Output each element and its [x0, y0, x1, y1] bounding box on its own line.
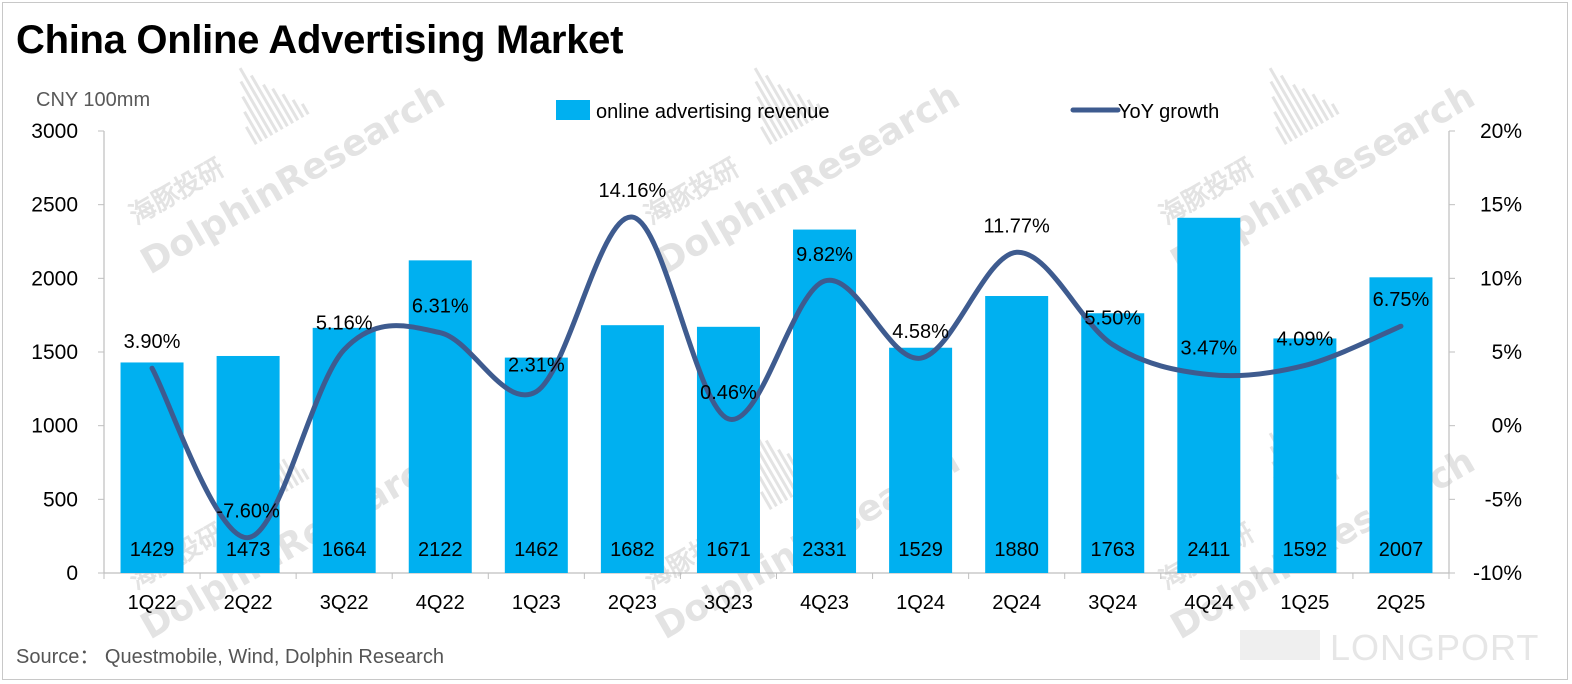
- bar-1Q22: [120, 362, 184, 573]
- category-label: 1Q25: [1280, 592, 1329, 614]
- yoy-value-label: 5.50%: [1084, 308, 1141, 330]
- category-label: 2Q22: [224, 592, 273, 614]
- legend-bar-label: online advertising revenue: [596, 101, 830, 123]
- left-tick-label: 1000: [31, 415, 78, 438]
- bar-3Q24: [1081, 313, 1145, 573]
- yoy-value-label: 4.58%: [892, 321, 949, 343]
- legend-line-label: YoY growth: [1118, 101, 1219, 123]
- category-label: 2Q24: [992, 592, 1041, 614]
- source-note: Source： Questmobile, Wind, Dolphin Resea…: [16, 646, 444, 668]
- left-tick-label: 2000: [31, 267, 78, 290]
- bar-value-label: 1529: [898, 539, 943, 561]
- bar-value-label: 1682: [610, 539, 655, 561]
- yoy-value-label: -7.60%: [216, 501, 280, 523]
- right-tick-label: 0%: [1492, 415, 1522, 438]
- watermark-stripes-0: [238, 67, 310, 145]
- category-label: 1Q24: [896, 592, 945, 614]
- left-tick-label: 0: [66, 562, 78, 585]
- yoy-value-label: 5.16%: [316, 313, 373, 335]
- yoy-value-label: 0.46%: [700, 382, 757, 404]
- yoy-value-label: 11.77%: [983, 215, 1050, 237]
- bar-value-label: 2007: [1379, 539, 1424, 561]
- category-label: 3Q22: [320, 592, 369, 614]
- right-tick-label: -10%: [1473, 562, 1522, 585]
- right-tick-label: 5%: [1492, 341, 1522, 364]
- bar-4Q24: [1177, 217, 1241, 573]
- bar-value-label: 1592: [1283, 539, 1328, 561]
- bar-3Q22: [312, 327, 376, 573]
- bar-1Q25: [1273, 338, 1337, 573]
- bar-2Q25: [1369, 277, 1433, 573]
- yoy-value-label: 4.09%: [1277, 328, 1334, 350]
- left-tick-label: 500: [43, 488, 78, 511]
- category-label: 4Q22: [416, 592, 465, 614]
- left-tick-label: 2500: [31, 194, 78, 217]
- category-label: 1Q22: [128, 592, 177, 614]
- bar-2Q24: [985, 296, 1049, 573]
- bar-4Q22: [408, 260, 472, 573]
- bar-value-label: 1429: [130, 539, 175, 561]
- longport-logo-icon: [1240, 630, 1320, 660]
- bar-value-label: 1473: [226, 539, 271, 561]
- yoy-value-label: 2.31%: [508, 355, 565, 377]
- category-label: 3Q23: [704, 592, 753, 614]
- category-label: 4Q24: [1184, 592, 1233, 614]
- left-axis-label: CNY 100mm: [36, 89, 150, 111]
- bar-3Q23: [696, 326, 760, 573]
- bar-value-label: 2331: [802, 539, 847, 561]
- category-label: 2Q23: [608, 592, 657, 614]
- watermark-stripes-1: [753, 67, 825, 145]
- yoy-value-label: 3.47%: [1180, 338, 1237, 360]
- bar-value-label: 2122: [418, 539, 463, 561]
- yoy-value-label: 3.90%: [124, 331, 181, 353]
- right-tick-label: 20%: [1480, 120, 1522, 143]
- bar-value-label: 2411: [1187, 539, 1230, 561]
- left-tick-label: 3000: [31, 120, 78, 143]
- yoy-value-label: 9.82%: [796, 244, 853, 266]
- category-label: 3Q24: [1088, 592, 1137, 614]
- yoy-value-label: 14.16%: [598, 180, 666, 202]
- category-label: 4Q23: [800, 592, 849, 614]
- category-label: 2Q25: [1376, 592, 1425, 614]
- bar-2Q23: [600, 325, 664, 573]
- bar-value-label: 1462: [514, 539, 559, 561]
- watermark-stripes-2: [1268, 67, 1340, 145]
- bar-value-label: 1664: [322, 539, 367, 561]
- left-tick-label: 1500: [31, 341, 78, 364]
- watermark-longport-text: LONGPORT: [1330, 627, 1539, 668]
- yoy-value-label: 6.31%: [412, 296, 469, 318]
- chart-title: China Online Advertising Market: [16, 18, 624, 62]
- yoy-value-label: 6.75%: [1373, 289, 1430, 311]
- bar-value-label: 1763: [1091, 539, 1136, 561]
- category-label: 1Q23: [512, 592, 561, 614]
- bar-value-label: 1880: [994, 539, 1039, 561]
- legend-bar-swatch: [556, 100, 590, 120]
- right-tick-label: -5%: [1485, 488, 1522, 511]
- right-tick-label: 10%: [1480, 267, 1522, 290]
- right-tick-label: 15%: [1480, 194, 1522, 217]
- bar-1Q24: [889, 347, 953, 573]
- bar-value-label: 1671: [706, 539, 751, 561]
